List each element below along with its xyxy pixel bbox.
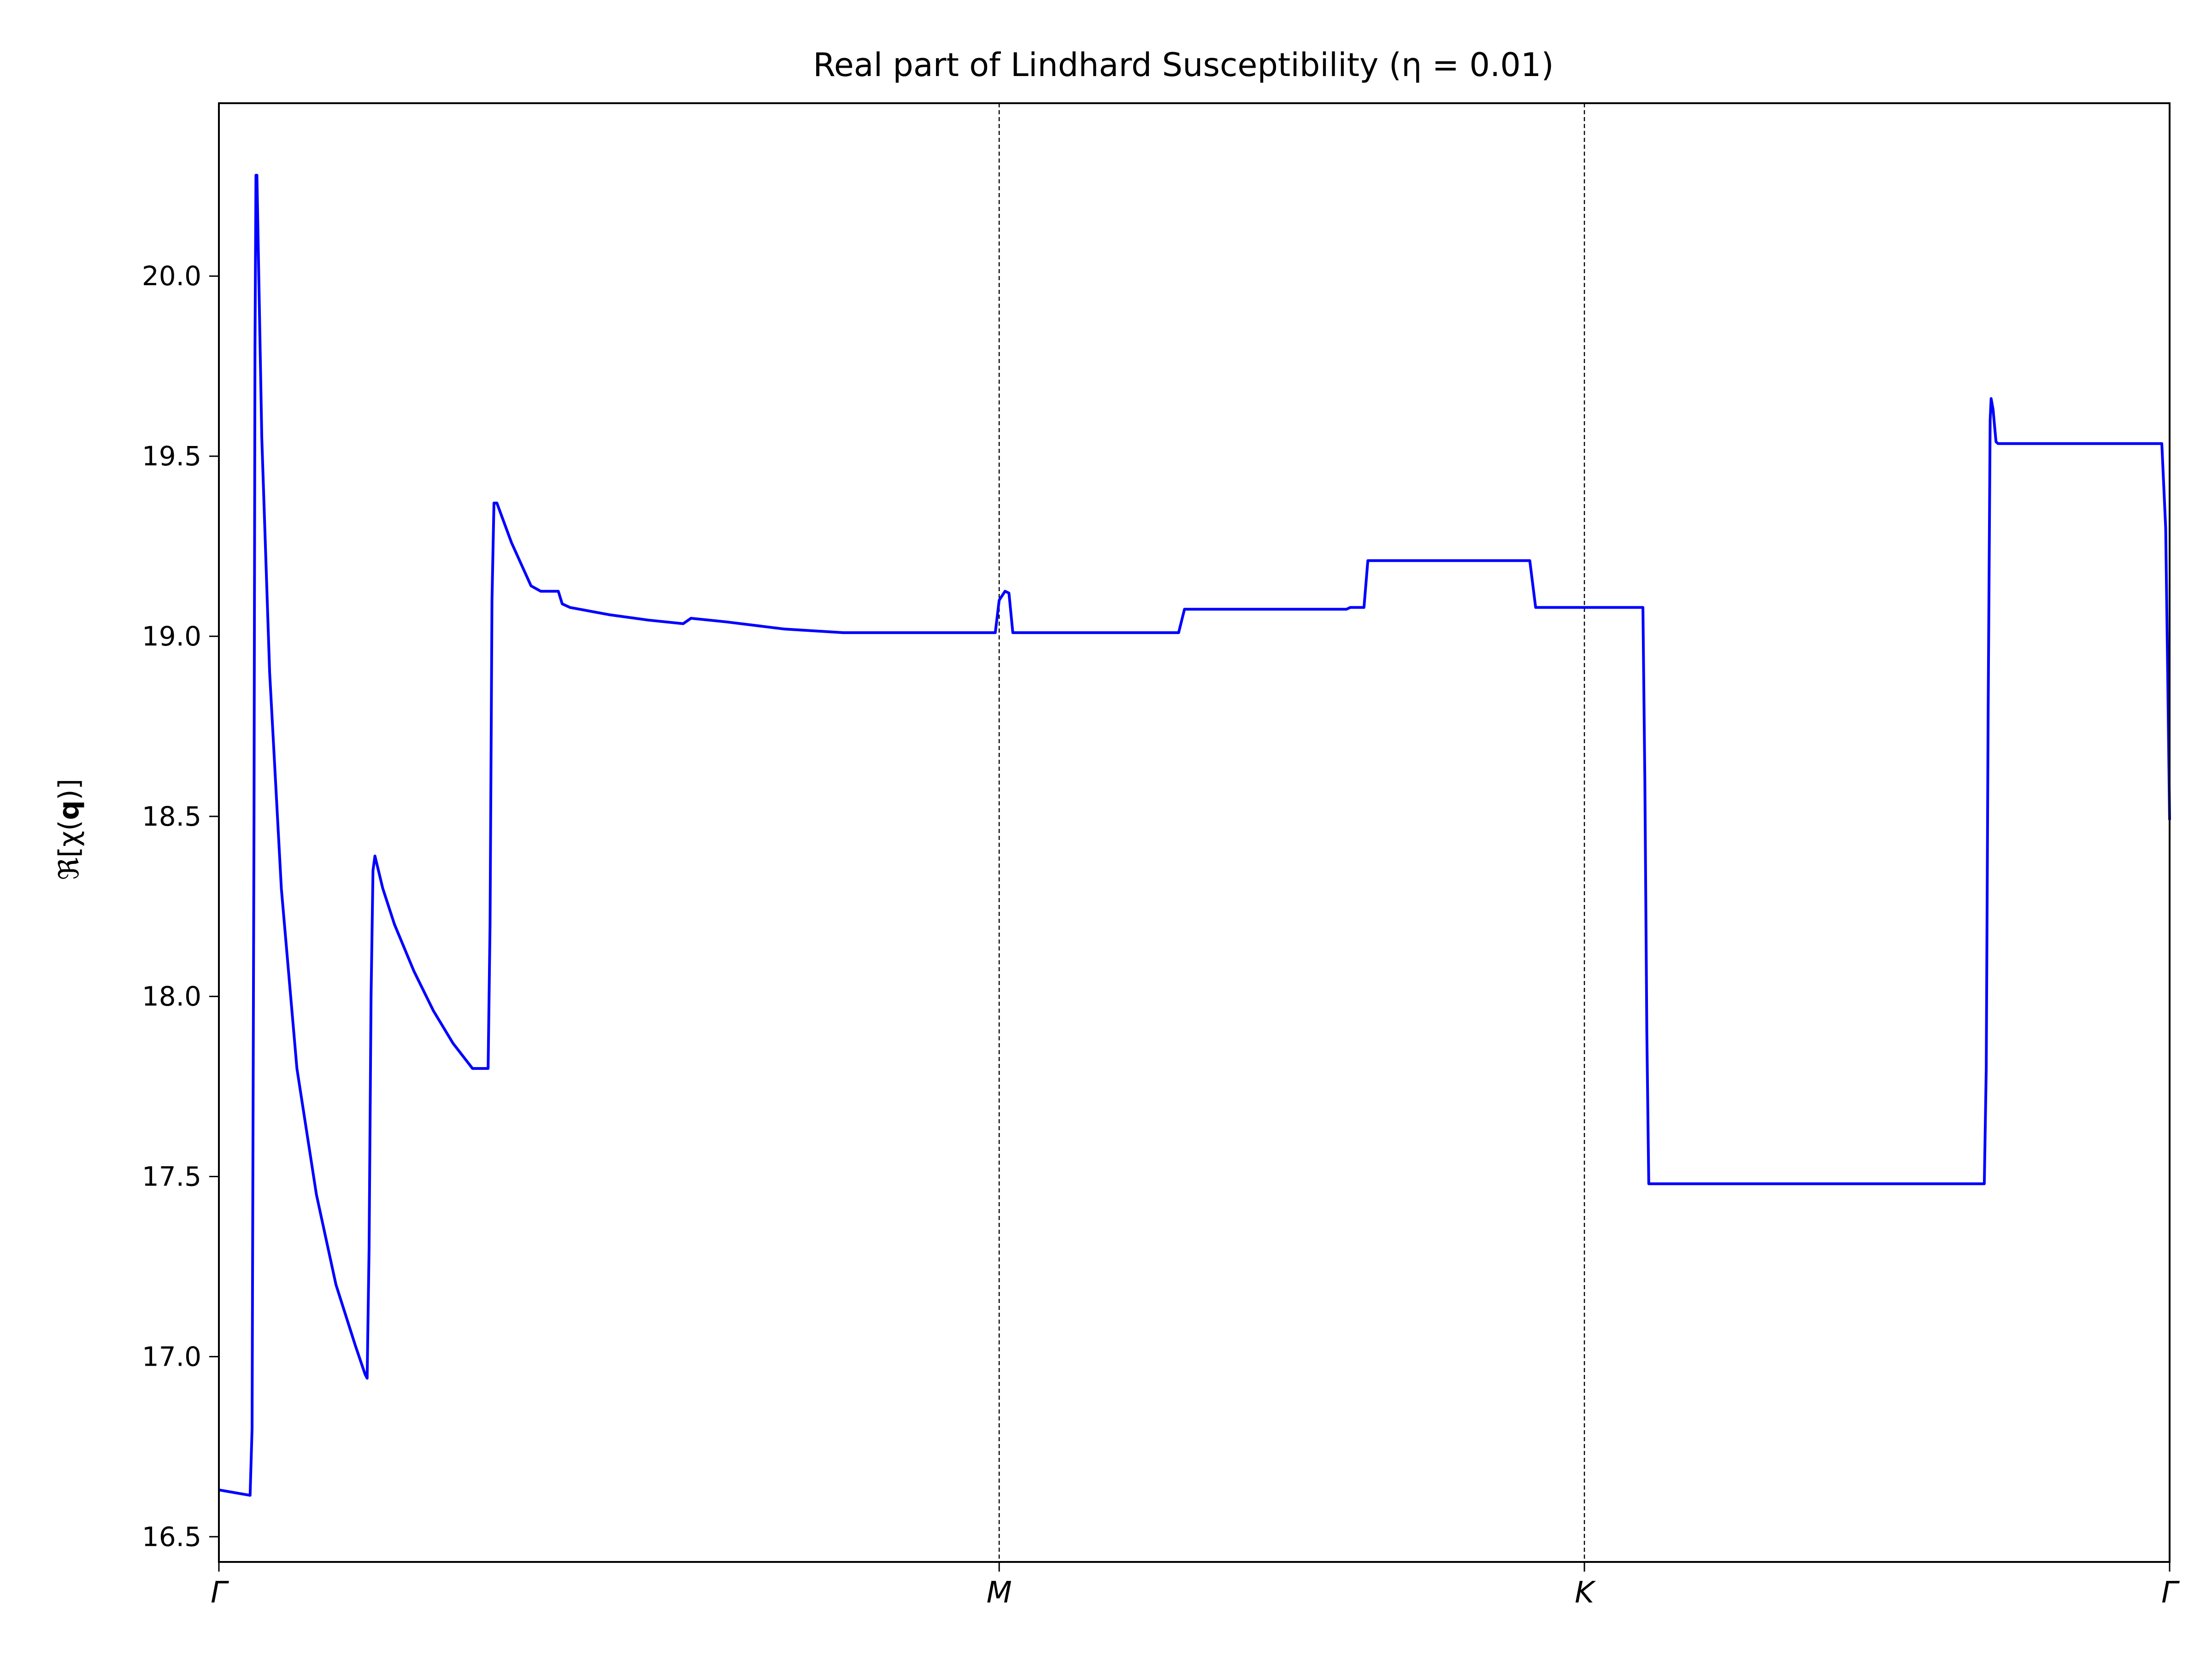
x-tick-label: Γ: [211, 1576, 229, 1610]
data-series: [218, 174, 2171, 1497]
y-tick-label: 20.0: [142, 260, 201, 292]
y-tick-label: 18.5: [142, 801, 201, 832]
x-tick-label: Γ: [2161, 1576, 2180, 1610]
plot-area-frame: [218, 102, 2171, 1563]
chart-title: Real part of Lindhard Susceptibility (η …: [813, 46, 1553, 84]
y-tick-label: 17.0: [142, 1341, 201, 1372]
x-tick-label: M: [987, 1576, 1012, 1610]
y-axis-label: ℜ[χ(q)]: [53, 779, 85, 880]
y-tick-label: 19.5: [142, 440, 201, 472]
symmetry-point-lines: [998, 103, 1585, 1562]
y-axis-ticks: 16.5 17.0 17.5 18.0 18.5 19.0 19.5 20.0: [142, 260, 219, 1552]
y-tick-label: 18.0: [142, 981, 201, 1012]
x-tick-label: K: [1575, 1576, 1596, 1610]
y-tick-label: 17.5: [142, 1161, 201, 1192]
series-line-0: [218, 174, 2171, 1497]
y-tick-label: 16.5: [142, 1521, 201, 1552]
y-tick-label: 19.0: [142, 621, 201, 652]
